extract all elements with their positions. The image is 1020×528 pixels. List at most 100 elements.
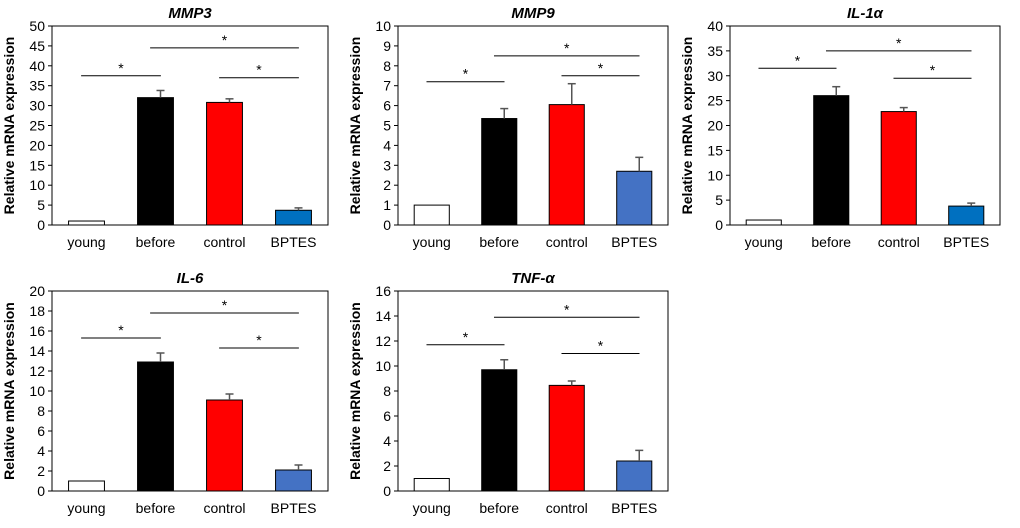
y-tick-label: 15 (29, 157, 45, 173)
plot-frame (729, 25, 1001, 226)
y-tick-label: 6 (37, 423, 45, 439)
y-tick-label: 8 (383, 383, 391, 399)
y-axis-title: Relative mRNA expression (1, 37, 17, 215)
y-tick-label: 2 (383, 458, 391, 474)
x-tick-label: control (203, 500, 245, 516)
y-tick-label: 35 (707, 43, 723, 59)
significance-star: * (256, 62, 262, 78)
significance-star: * (564, 40, 570, 56)
plot-frame (51, 290, 329, 492)
significance-star: * (930, 62, 936, 78)
bar-control (548, 384, 585, 492)
bar-control (548, 104, 585, 226)
significance-star: * (463, 329, 469, 345)
y-tick-label: 30 (29, 98, 45, 114)
y-tick-label: 50 (29, 18, 45, 34)
bar-before (481, 118, 518, 226)
x-tick-label: young (413, 234, 451, 250)
y-tick-label: 20 (29, 137, 45, 153)
y-tick-label: 14 (29, 343, 45, 359)
y-tick-label: 0 (715, 217, 723, 233)
y-tick-label: 5 (383, 118, 391, 134)
y-tick-label: 2 (383, 177, 391, 193)
y-tick-label: 6 (383, 98, 391, 114)
panel-title: MMP9 (511, 5, 555, 22)
plot-frame (51, 25, 329, 226)
significance-star: * (118, 60, 124, 76)
bar-young (745, 219, 782, 226)
y-tick-label: 40 (29, 58, 45, 74)
x-tick-label: control (203, 234, 245, 250)
y-tick-label: 40 (707, 18, 723, 34)
bar-before (137, 361, 174, 492)
y-tick-label: 9 (383, 38, 391, 54)
x-tick-label: young (67, 234, 105, 250)
x-tick-label: BPTES (271, 500, 317, 516)
x-tick-label: young (745, 234, 783, 250)
y-tick-label: 1 (383, 197, 391, 213)
y-tick-label: 16 (375, 283, 391, 299)
x-tick-label: before (479, 234, 519, 250)
y-tick-label: 10 (707, 167, 723, 183)
significance-star: * (564, 301, 570, 317)
y-tick-label: 10 (29, 383, 45, 399)
y-axis-title: Relative mRNA expression (347, 302, 363, 480)
bar-bptes (616, 170, 653, 226)
y-tick-label: 6 (383, 408, 391, 424)
y-tick-label: 16 (29, 323, 45, 339)
x-tick-label: BPTES (943, 234, 989, 250)
y-tick-label: 4 (37, 443, 45, 459)
x-tick-label: control (546, 500, 588, 516)
significance-star: * (795, 52, 801, 68)
y-tick-label: 8 (37, 403, 45, 419)
y-tick-label: 14 (375, 308, 391, 324)
y-axis-title: Relative mRNA expression (1, 302, 17, 480)
y-tick-label: 35 (29, 78, 45, 94)
y-axis-title: Relative mRNA expression (347, 37, 363, 215)
y-tick-label: 3 (383, 157, 391, 173)
y-tick-label: 4 (383, 137, 391, 153)
bar-control (880, 111, 917, 226)
x-tick-label: BPTES (611, 234, 657, 250)
y-tick-label: 12 (375, 333, 391, 349)
y-tick-label: 12 (29, 363, 45, 379)
panel-title: IL-1α (847, 5, 884, 22)
significance-star: * (118, 322, 124, 338)
bar-bptes (275, 209, 312, 226)
bar-bptes (948, 205, 985, 226)
x-tick-label: BPTES (611, 500, 657, 516)
y-tick-label: 30 (707, 68, 723, 84)
bar-control (206, 399, 243, 492)
y-tick-label: 10 (375, 358, 391, 374)
significance-star: * (598, 60, 604, 76)
y-tick-label: 7 (383, 78, 391, 94)
significance-star: * (598, 338, 604, 354)
y-tick-label: 5 (715, 192, 723, 208)
y-tick-label: 20 (707, 118, 723, 134)
y-tick-label: 20 (29, 283, 45, 299)
x-tick-label: control (878, 234, 920, 250)
bar-before (137, 97, 174, 226)
panel-title: TNF-α (511, 270, 555, 287)
bar-bptes (616, 460, 653, 492)
x-tick-label: before (136, 234, 176, 250)
y-tick-label: 8 (383, 58, 391, 74)
significance-star: * (463, 66, 469, 82)
y-tick-label: 25 (29, 118, 45, 134)
y-tick-label: 25 (707, 93, 723, 109)
y-tick-label: 2 (37, 463, 45, 479)
x-tick-label: control (546, 234, 588, 250)
significance-star: * (222, 32, 228, 48)
panel-title: MMP3 (168, 5, 212, 22)
y-tick-label: 10 (375, 18, 391, 34)
significance-star: * (222, 297, 228, 313)
bar-young (413, 478, 450, 492)
y-tick-label: 0 (383, 217, 391, 233)
bar-young (68, 480, 105, 492)
y-tick-label: 0 (37, 483, 45, 499)
y-tick-label: 18 (29, 303, 45, 319)
y-tick-label: 0 (383, 483, 391, 499)
y-tick-label: 4 (383, 433, 391, 449)
y-tick-label: 15 (707, 142, 723, 158)
